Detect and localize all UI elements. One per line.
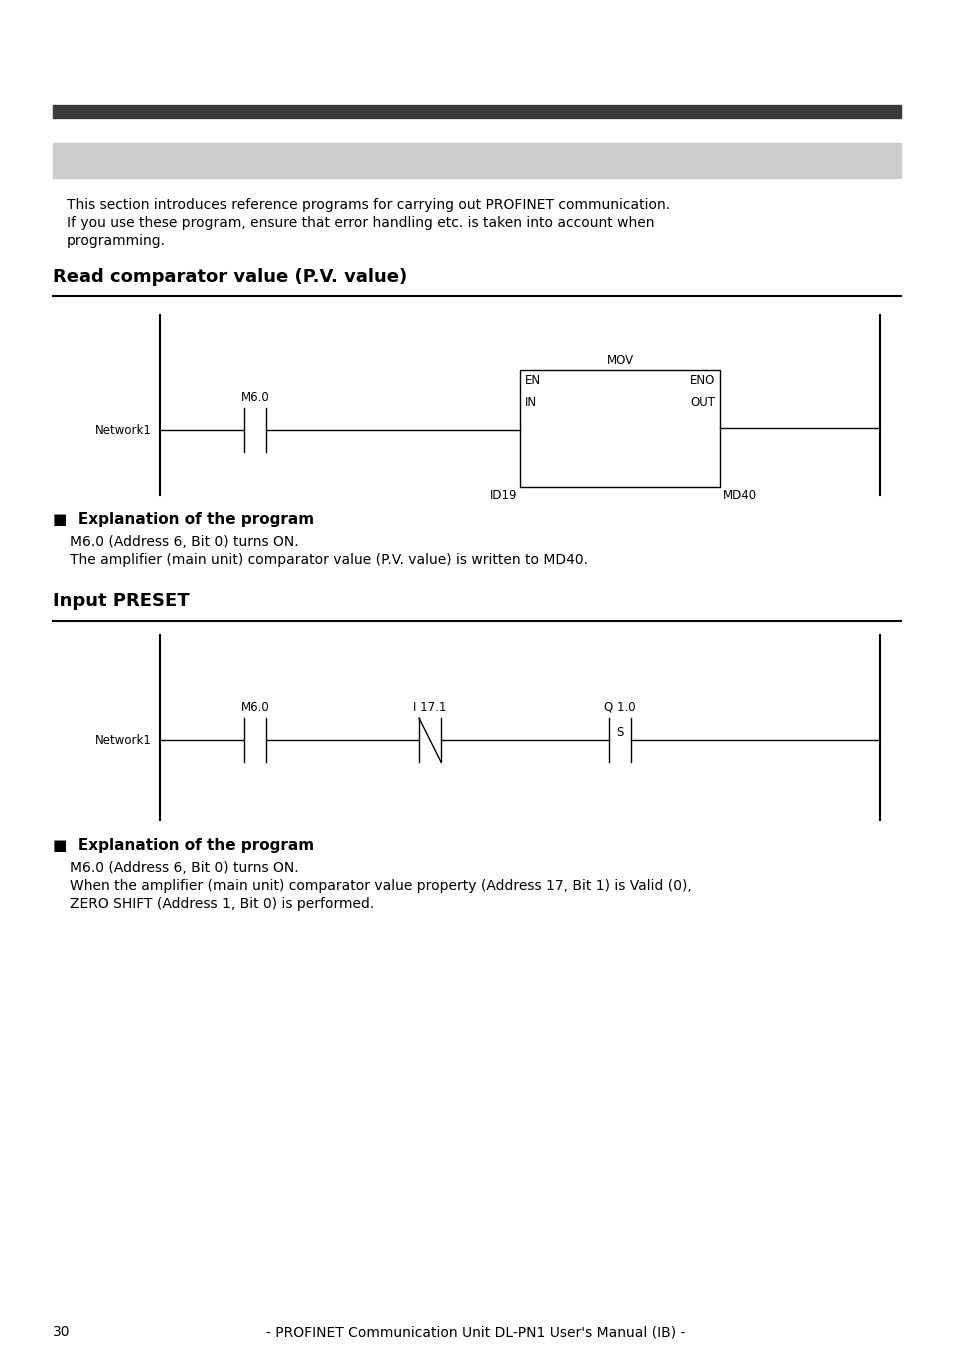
Text: MD40: MD40	[722, 489, 757, 502]
Text: EN: EN	[524, 375, 540, 387]
Text: ENO: ENO	[689, 375, 714, 387]
Text: Input PRESET: Input PRESET	[53, 592, 190, 610]
Text: ID19: ID19	[489, 489, 517, 502]
Text: M6.0: M6.0	[240, 391, 269, 404]
Text: Read comparator value (P.V. value): Read comparator value (P.V. value)	[53, 268, 407, 287]
Text: M6.0 (Address 6, Bit 0) turns ON.: M6.0 (Address 6, Bit 0) turns ON.	[70, 861, 298, 875]
Text: M6.0 (Address 6, Bit 0) turns ON.: M6.0 (Address 6, Bit 0) turns ON.	[70, 535, 298, 549]
Text: ZERO SHIFT (Address 1, Bit 0) is performed.: ZERO SHIFT (Address 1, Bit 0) is perform…	[70, 896, 374, 911]
Bar	[53, 105, 900, 118]
Text: 30: 30	[53, 1325, 71, 1338]
Text: IN: IN	[524, 396, 537, 410]
Text: programming.: programming.	[67, 234, 166, 247]
Text: I 17.1: I 17.1	[413, 700, 446, 714]
Text: This section introduces reference programs for carrying out PROFINET communicati: This section introduces reference progra…	[67, 197, 669, 212]
Text: If you use these program, ensure that error handling etc. is taken into account : If you use these program, ensure that er…	[67, 216, 654, 230]
Text: M6.0: M6.0	[240, 700, 269, 714]
Text: Network1: Network1	[95, 734, 152, 746]
Bar	[519, 370, 720, 487]
Bar	[53, 143, 900, 178]
Text: ■  Explanation of the program: ■ Explanation of the program	[53, 512, 314, 527]
Text: Network1: Network1	[95, 423, 152, 437]
Text: Q 1.0: Q 1.0	[603, 700, 635, 714]
Text: - PROFINET Communication Unit DL-PN1 User's Manual (IB) -: - PROFINET Communication Unit DL-PN1 Use…	[266, 1325, 685, 1338]
Text: OUT: OUT	[689, 396, 714, 410]
Text: When the amplifier (main unit) comparator value property (Address 17, Bit 1) is : When the amplifier (main unit) comparato…	[70, 879, 691, 894]
Text: ■  Explanation of the program: ■ Explanation of the program	[53, 838, 314, 853]
Text: Reference programs: Reference programs	[67, 151, 267, 170]
Text: MOV: MOV	[606, 354, 633, 366]
Text: S: S	[616, 726, 623, 738]
Text: The amplifier (main unit) comparator value (P.V. value) is written to MD40.: The amplifier (main unit) comparator val…	[70, 553, 587, 566]
